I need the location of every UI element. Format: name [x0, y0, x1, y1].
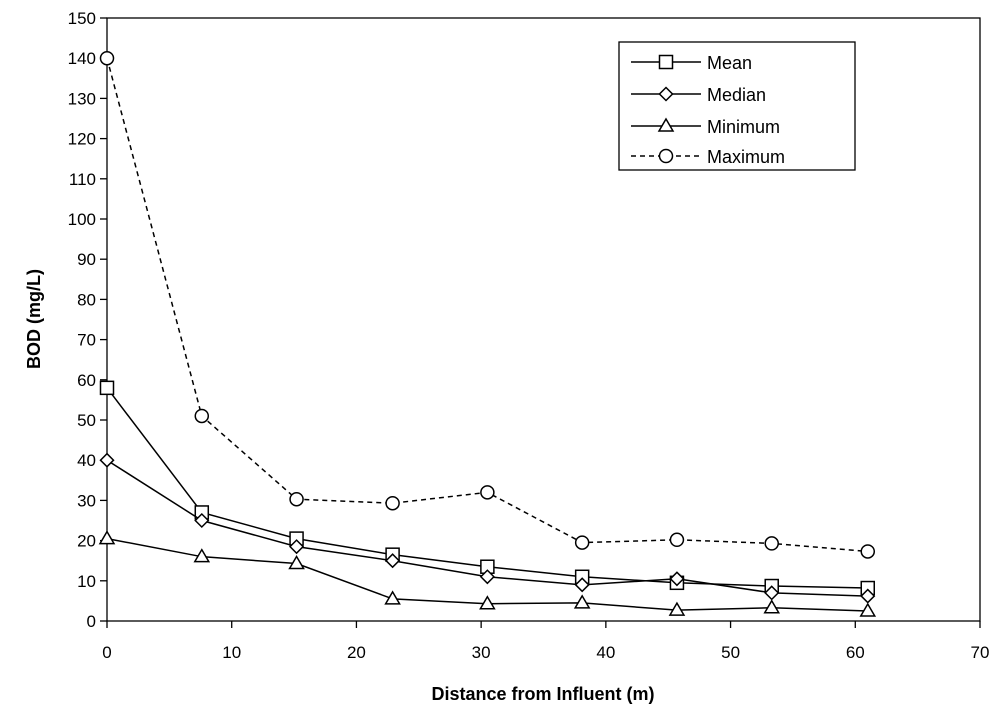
legend-label-median: Median [707, 85, 766, 105]
series-minimum [98, 530, 877, 617]
point-minimum [668, 601, 686, 616]
legend-box [618, 41, 856, 171]
y-tick-label: 60 [77, 371, 96, 390]
legend-marker-median [658, 86, 674, 102]
x-tick-label: 40 [596, 643, 615, 662]
point-mean [99, 380, 115, 396]
x-tick-label: 10 [222, 643, 241, 662]
point-minimum [288, 555, 305, 570]
y-tick-label: 40 [77, 451, 96, 470]
point-maximum [194, 408, 210, 424]
y-tick-label: 110 [69, 170, 96, 189]
y-tick-label: 10 [77, 572, 96, 591]
y-axis-ticks: 0 10 20 30 40 50 60 70 80 90 100 110 120 130 140 150 [68, 9, 107, 631]
point-maximum [99, 50, 115, 66]
y-tick-label: 100 [68, 210, 96, 229]
legend-label-mean: Mean [707, 53, 752, 73]
legend-label-minimum: Minimum [707, 117, 780, 137]
y-tick-label: 140 [68, 49, 96, 68]
y-tick-label: 70 [77, 331, 96, 350]
y-tick-label: 90 [77, 250, 96, 269]
series-layer [98, 50, 877, 617]
x-tick-label: 30 [472, 643, 491, 662]
point-median [479, 569, 495, 585]
y-tick-label: 120 [68, 130, 96, 149]
point-maximum [289, 491, 304, 507]
x-tick-label: 50 [721, 643, 740, 662]
y-tick-label: 20 [77, 532, 96, 551]
y-tick-label: 0 [87, 612, 96, 631]
y-tick-label: 150 [68, 9, 96, 28]
x-axis-ticks: 0 10 20 30 40 50 60 70 [102, 621, 989, 662]
point-maximum [764, 536, 779, 551]
point-median [385, 553, 401, 569]
y-tick-label: 130 [68, 89, 96, 108]
point-minimum [384, 590, 401, 605]
point-maximum [385, 495, 400, 511]
y-axis-title: BOD (mg/L) [24, 269, 44, 369]
point-median [289, 539, 305, 555]
x-axis-title: Distance from Influent (m) [431, 684, 654, 704]
legend-label-maximum: Maximum [707, 147, 785, 167]
point-minimum [763, 599, 781, 614]
legend: Mean Median Minimum Maximum [618, 41, 856, 171]
point-maximum [669, 532, 685, 548]
point-median [669, 571, 685, 587]
legend-marker-mean [658, 54, 674, 70]
point-maximum [480, 485, 495, 500]
point-minimum [479, 595, 496, 610]
point-minimum [573, 594, 591, 609]
x-tick-label: 60 [846, 643, 865, 662]
series-maximum [99, 50, 876, 559]
y-tick-label: 30 [77, 491, 96, 510]
point-maximum [860, 544, 876, 559]
point-median [99, 452, 115, 468]
legend-marker-maximum [658, 148, 674, 164]
point-median [574, 577, 590, 593]
legend-marker-minimum [657, 117, 675, 132]
x-tick-label: 70 [971, 643, 990, 662]
point-minimum [859, 602, 877, 617]
y-tick-label: 80 [77, 290, 96, 309]
y-tick-label: 50 [77, 411, 96, 430]
x-tick-label: 0 [102, 643, 111, 662]
point-minimum [193, 548, 211, 563]
point-maximum [574, 535, 590, 550]
x-tick-label: 20 [347, 643, 366, 662]
point-minimum [98, 530, 116, 545]
series-median [99, 452, 876, 604]
point-median [194, 512, 210, 529]
